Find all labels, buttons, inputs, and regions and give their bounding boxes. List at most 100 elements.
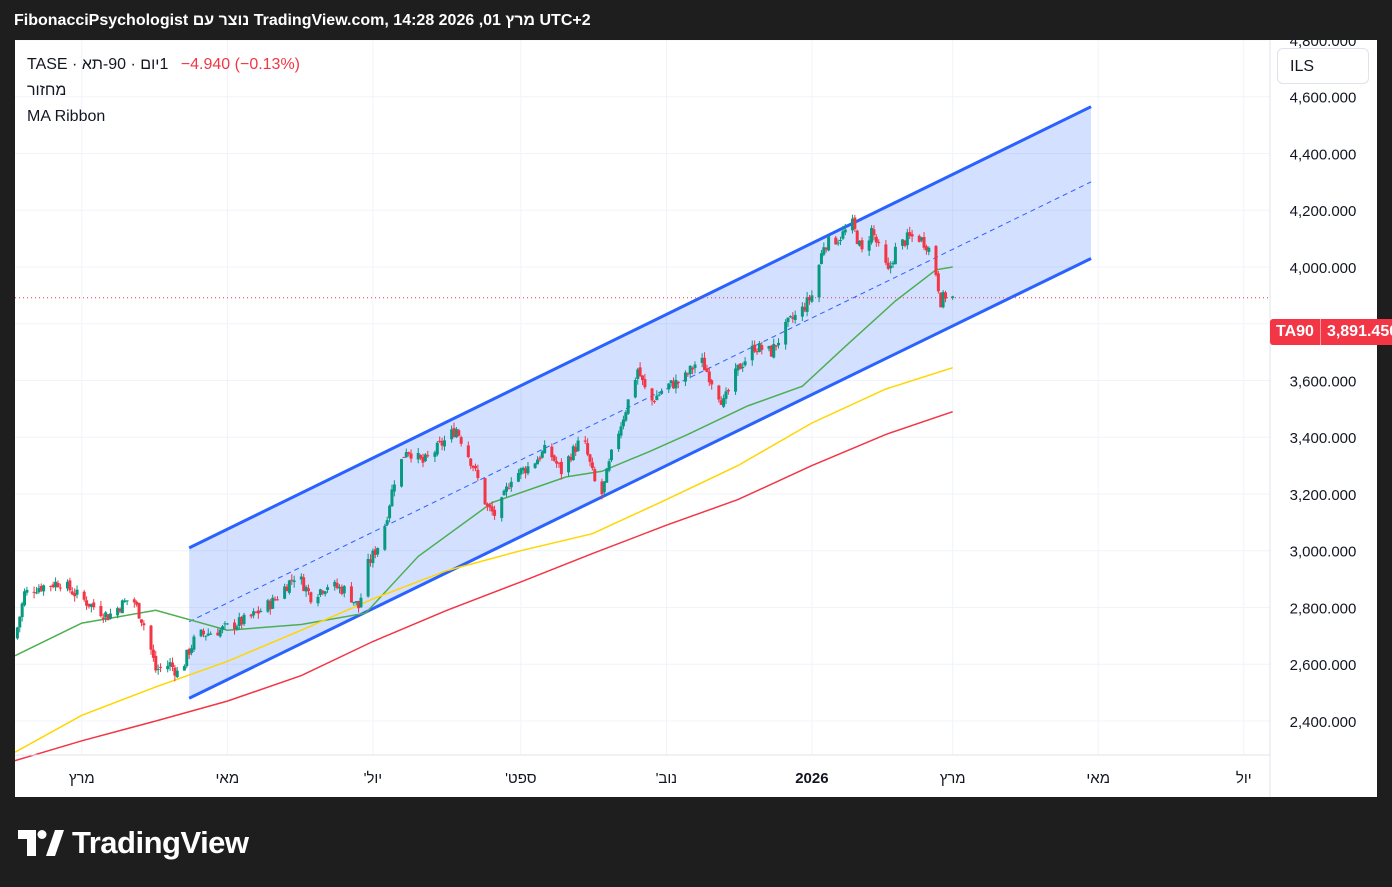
candle-body [502,490,506,496]
candle-body [151,649,155,658]
candle-body [901,239,905,246]
candle-body [56,582,60,588]
symbol-label[interactable]: 1יום · 90-תא · TASE [27,56,169,73]
indicator-label[interactable]: MA Ribbon [27,108,106,125]
candle-body [99,605,103,617]
candle-body [82,591,86,600]
candle-body [454,429,458,438]
candle-body [726,389,730,392]
candle-body [285,586,289,592]
candle-body [159,666,163,668]
candle-body [853,217,857,229]
symbol-row[interactable]: 1יום · 90-תא · TASE −4.940 (−0.13%) [27,52,300,78]
candle-body [283,586,287,599]
volume-label[interactable]: מחזור [27,82,67,99]
candle-body [903,240,907,246]
y-tick-label: 4,600.000 [1290,90,1357,107]
candle-body [65,581,69,589]
candle-body [354,601,358,603]
candle-body [369,559,373,563]
candle-body [808,297,812,301]
candle-body [192,636,196,650]
candle-body [543,444,547,454]
candle-body [583,440,587,442]
chart-legend: 1יום · 90-תא · TASE −4.940 (−0.13%) מחזו… [27,52,300,130]
candle-body [617,433,621,450]
price-chart[interactable]: 2,400.000 2,600.000 2,800.000 3,000.000 3,20… [15,40,1377,797]
candle-body [218,629,222,637]
y-tick-label: 4,000.000 [1290,260,1357,277]
x-tick-label: יול' [364,770,383,787]
candle-body [421,457,425,463]
candle-body [340,586,344,595]
candle-body [550,446,554,458]
candle-body [600,481,604,495]
candle-body [73,593,77,597]
candle-body [674,379,678,389]
ma-ribbon [15,266,953,762]
candle-body [939,292,943,308]
candle-body [490,506,494,512]
candle-body [810,295,814,302]
candle-body [624,412,628,421]
candle-body [841,231,845,239]
tradingview-logo[interactable]: TradingView [18,825,249,861]
candle-body [259,610,263,613]
candle-body [400,459,404,487]
candle-body [605,468,609,483]
candle-body [359,597,363,608]
candle-body [388,505,392,519]
candle-body [357,600,361,609]
currency-selector[interactable]: ILS [1277,48,1369,84]
chart-header-title: FibonacciPsychologist נוצר עם TradingVie… [14,12,591,29]
y-tick-label: 3,600.000 [1290,373,1357,390]
candle-body [87,603,91,607]
x-tick-label: מרץ [940,770,966,787]
candle-body [944,292,948,299]
candle-body [271,597,275,609]
candle-body [166,665,170,670]
candle-body [672,381,676,389]
candle-body [92,602,96,608]
candle-body [693,364,697,369]
candle-body [309,592,313,603]
candle-body [302,577,306,591]
candle-body [423,454,427,462]
candle-body [755,351,759,353]
candle-body [638,367,642,377]
candle-body [433,452,437,457]
candle-body [142,623,146,626]
candle-body [559,461,563,475]
channel-fill [189,106,1092,699]
candle-body [466,445,470,458]
tradingview-logo-text: TradingView [72,825,249,860]
chart-frame[interactable]: 2,400.000 2,600.000 2,800.000 3,000.000 3,20… [15,40,1392,797]
candle-body [834,237,838,245]
candle-body [552,455,556,461]
candle-body [827,236,831,251]
candle-body [256,610,260,614]
candle-body [805,297,809,312]
candle-body [20,603,24,618]
candle-body [703,357,707,371]
candle-body [676,381,680,383]
candle-body [951,296,955,298]
candle-body [867,240,871,251]
candle-body [769,345,773,357]
candle-body [23,591,27,606]
candle-body [299,576,303,580]
candle-body [373,549,377,555]
candle-body [459,437,463,444]
candle-body [223,623,227,625]
candle-body [569,456,573,461]
candle-body [175,670,179,678]
candle-body [349,586,353,603]
candle-body [507,487,511,489]
candle-body [51,584,55,587]
candle-body [419,455,423,459]
candle-body [139,619,143,623]
candle-body [442,440,446,447]
candle-body [910,234,914,237]
candle-body [889,265,893,269]
candle-body [843,229,847,233]
